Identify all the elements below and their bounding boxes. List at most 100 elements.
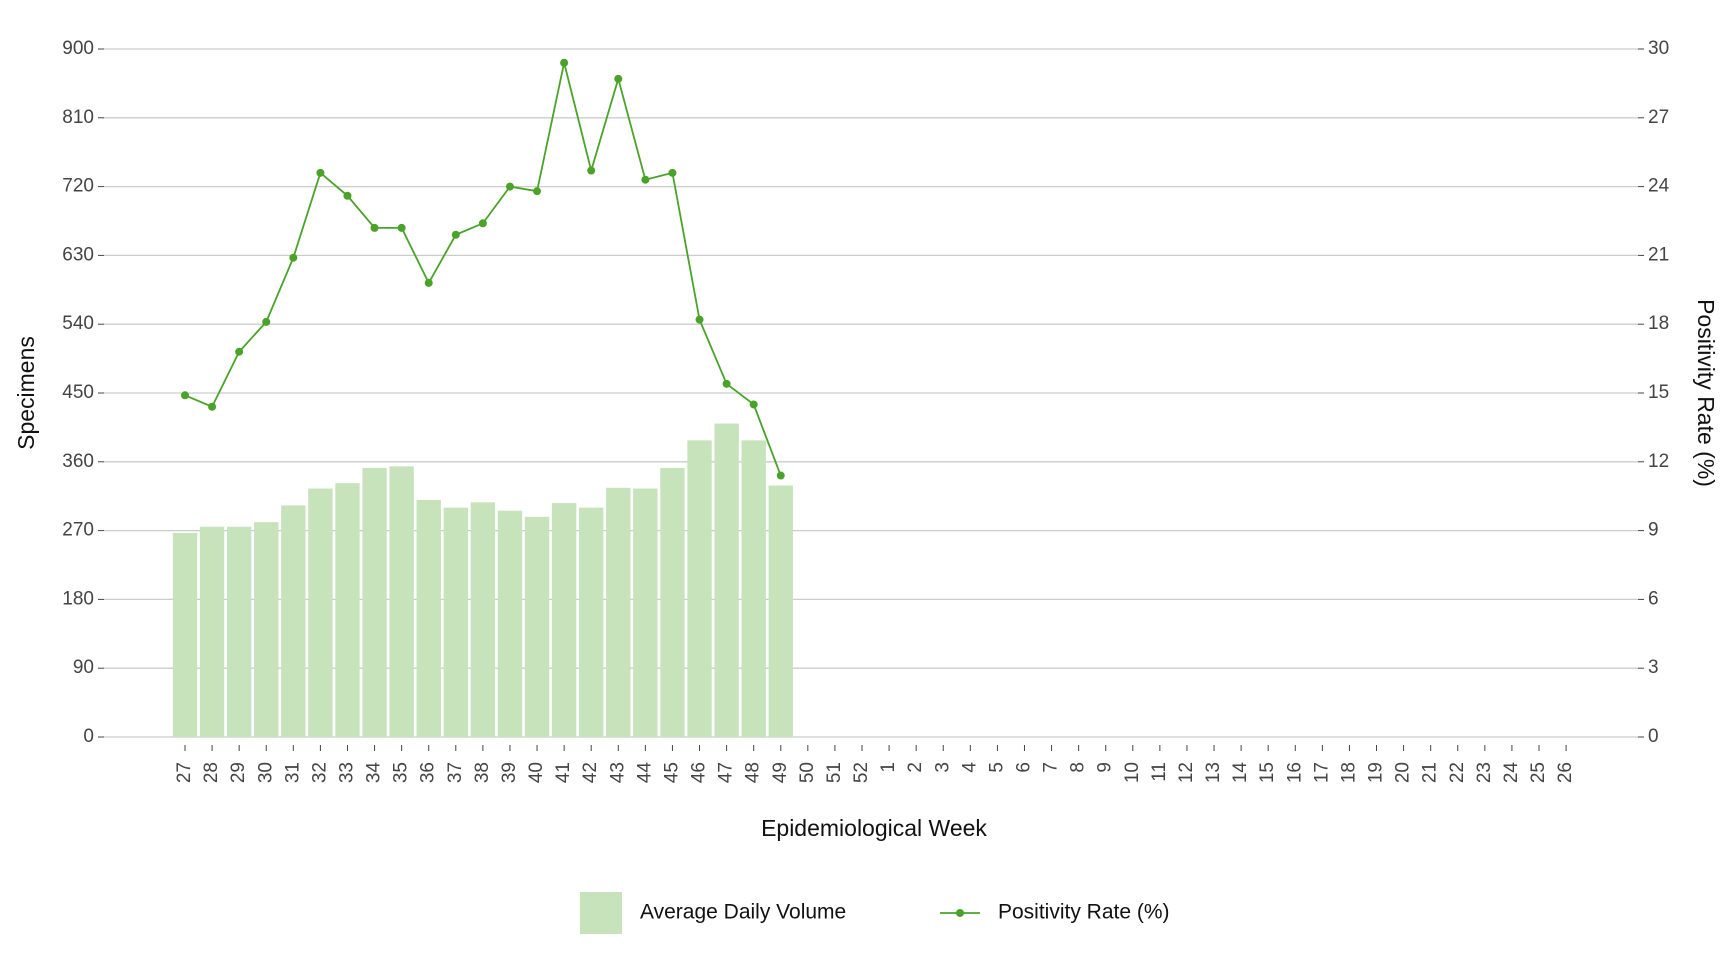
y-tick-label: 720 bbox=[62, 176, 94, 197]
point bbox=[587, 166, 596, 175]
legend-label: Positivity Rate (%) bbox=[998, 901, 1170, 924]
x-tick-label: 33 bbox=[336, 762, 357, 783]
point bbox=[397, 223, 406, 232]
x-tick-label: 2 bbox=[905, 762, 926, 773]
x-tick-label: 46 bbox=[689, 762, 710, 783]
bar bbox=[308, 488, 333, 737]
point bbox=[478, 219, 487, 228]
bar bbox=[497, 510, 523, 737]
y-axis-title: Specimens bbox=[13, 336, 39, 450]
bar bbox=[687, 440, 712, 737]
legend-key bbox=[580, 892, 622, 934]
point bbox=[641, 175, 650, 184]
x-tick-label: 36 bbox=[418, 762, 439, 783]
bar bbox=[443, 507, 468, 737]
point bbox=[451, 230, 460, 239]
point bbox=[776, 471, 785, 480]
x-tick-label: 20 bbox=[1393, 762, 1414, 783]
point bbox=[181, 391, 189, 400]
x-tick-label: 17 bbox=[1311, 762, 1332, 783]
bar bbox=[362, 467, 387, 737]
x-tick-label: 43 bbox=[607, 762, 628, 783]
x-tick-label: 40 bbox=[526, 762, 547, 783]
x-tick-label: 48 bbox=[743, 762, 764, 783]
bar bbox=[660, 467, 685, 737]
point bbox=[668, 168, 677, 177]
point bbox=[505, 182, 514, 191]
bar bbox=[551, 503, 577, 737]
point bbox=[370, 223, 379, 232]
x-axis-title: Epidemiological Week bbox=[761, 815, 987, 841]
x-tick-label: 28 bbox=[201, 762, 222, 783]
y2-tick-label: 21 bbox=[1648, 244, 1669, 265]
y-tick-label: 900 bbox=[62, 38, 94, 59]
x-tick-label: 10 bbox=[1122, 762, 1143, 783]
y-tick-label: 180 bbox=[62, 588, 94, 609]
y2-tick-label: 18 bbox=[1648, 313, 1669, 334]
x-tick-label: 39 bbox=[499, 762, 520, 783]
x-tick-label: 12 bbox=[1176, 762, 1197, 783]
y2-tick-label: 3 bbox=[1648, 657, 1659, 678]
x-tick-label: 7 bbox=[1041, 762, 1062, 773]
y-tick-label: 450 bbox=[62, 382, 94, 403]
x-tick-label: 50 bbox=[797, 762, 818, 783]
bar bbox=[172, 532, 198, 737]
point bbox=[235, 347, 244, 356]
bar bbox=[606, 487, 631, 737]
x-tick-label: 9 bbox=[1095, 762, 1116, 773]
x-tick-label: 8 bbox=[1068, 762, 1089, 773]
x-tick-label: 13 bbox=[1203, 762, 1224, 783]
x-tick-label: 26 bbox=[1555, 762, 1576, 783]
x-tick-label: 42 bbox=[580, 762, 601, 783]
y-tick-label: 810 bbox=[62, 107, 94, 128]
x-tick-label: 27 bbox=[174, 762, 195, 783]
x-tick-label: 30 bbox=[255, 762, 276, 783]
bar bbox=[470, 502, 496, 737]
point bbox=[722, 379, 731, 388]
x-tick-label: 16 bbox=[1284, 762, 1305, 783]
legend-label: Average Daily Volume bbox=[640, 901, 846, 924]
x-tick-label: 32 bbox=[309, 762, 330, 783]
x-tick-label: 35 bbox=[391, 762, 412, 783]
x-tick-label: 1 bbox=[878, 762, 899, 773]
bar bbox=[254, 522, 279, 737]
point bbox=[614, 74, 623, 83]
point bbox=[424, 278, 433, 287]
x-tick-label: 18 bbox=[1338, 762, 1359, 783]
point bbox=[560, 58, 569, 67]
bar bbox=[579, 507, 604, 737]
y-tick-label: 0 bbox=[83, 726, 94, 747]
y-tick-label: 630 bbox=[62, 244, 94, 265]
y2-tick-label: 9 bbox=[1648, 520, 1659, 541]
x-tick-label: 11 bbox=[1149, 762, 1170, 782]
x-tick-label: 31 bbox=[282, 762, 303, 783]
x-tick-label: 34 bbox=[364, 762, 385, 784]
x-tick-label: 23 bbox=[1474, 762, 1495, 783]
point bbox=[749, 400, 758, 409]
x-tick-label: 51 bbox=[824, 762, 845, 783]
x-tick-label: 44 bbox=[634, 762, 655, 784]
bar bbox=[768, 485, 793, 737]
y2-tick-label: 27 bbox=[1648, 107, 1669, 128]
y-tick-label: 90 bbox=[73, 657, 94, 678]
point bbox=[208, 402, 217, 411]
y2-tick-label: 15 bbox=[1648, 382, 1669, 403]
point bbox=[316, 168, 325, 177]
bar bbox=[199, 526, 225, 737]
x-tick-label: 3 bbox=[932, 762, 953, 773]
x-tick-label: 19 bbox=[1366, 762, 1387, 783]
x-tick-label: 21 bbox=[1420, 762, 1441, 783]
point bbox=[262, 317, 271, 326]
y2-tick-label: 12 bbox=[1648, 451, 1669, 472]
bar bbox=[226, 526, 252, 737]
point bbox=[695, 315, 704, 324]
y-tick-label: 540 bbox=[62, 313, 94, 334]
bar bbox=[335, 483, 360, 737]
y2-tick-label: 30 bbox=[1648, 38, 1669, 59]
x-tick-label: 37 bbox=[445, 762, 466, 783]
x-tick-label: 29 bbox=[228, 762, 249, 783]
bar bbox=[416, 500, 441, 737]
x-tick-label: 5 bbox=[986, 762, 1007, 773]
